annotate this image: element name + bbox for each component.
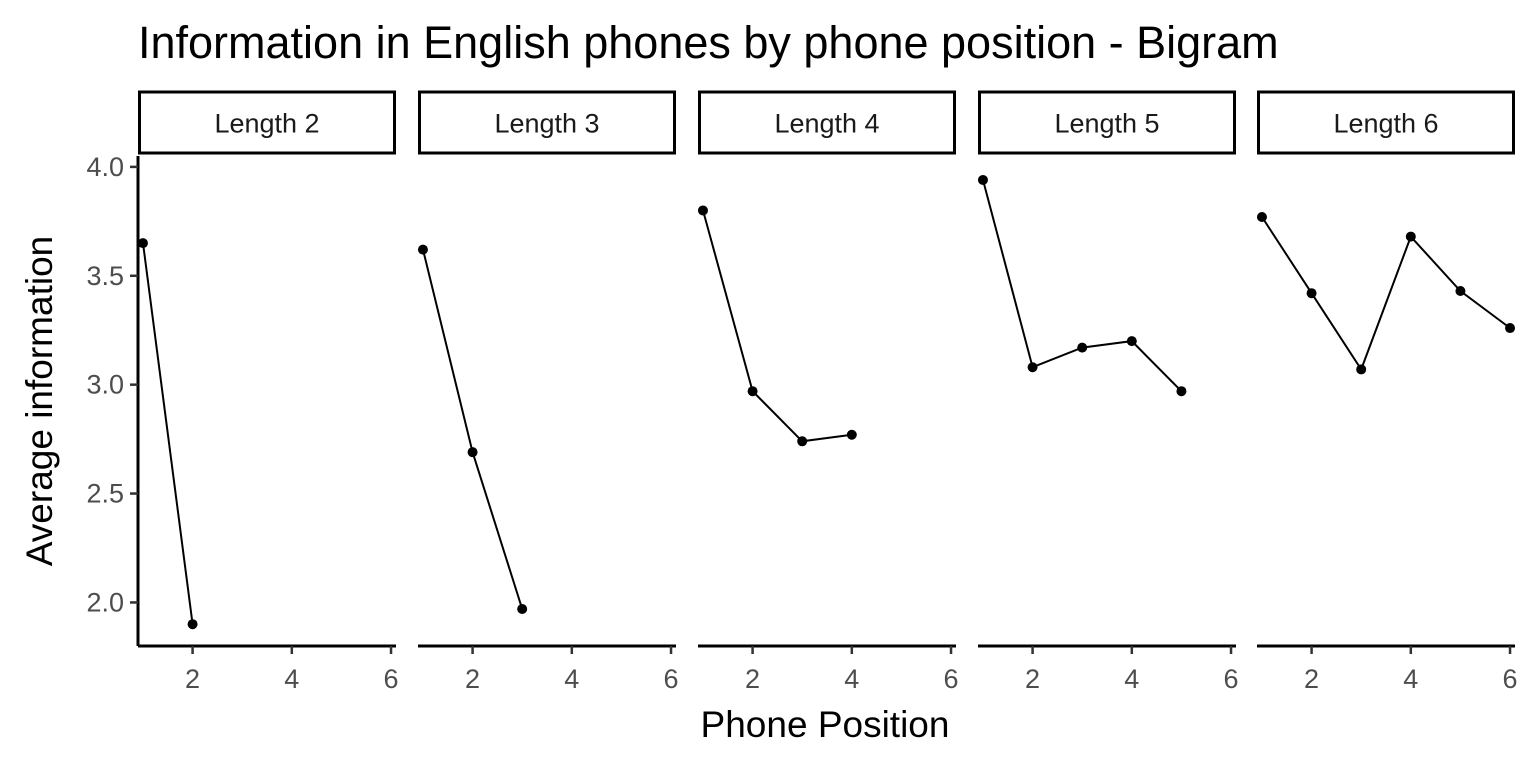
facet-strip [978,90,1236,155]
data-point [846,429,857,440]
x-tick-label: 2 [745,664,760,694]
data-point [1027,362,1038,373]
x-tick-label: 6 [664,664,679,694]
y-tick-label: 3.5 [86,261,124,291]
data-point [1356,364,1367,375]
x-tick-label: 2 [1304,664,1319,694]
x-tick-label: 2 [185,664,200,694]
y-tick-label: 4.0 [86,152,124,182]
facet-panel: Length 4 2 4 6 [697,90,959,694]
series-line [982,179,1183,392]
data-point [797,436,808,447]
facet-panel: Length 2 2 4 6 [137,90,399,694]
facet-strip [418,90,676,155]
data-point [1176,386,1187,397]
facet-strip-label: Length 5 [1054,109,1159,139]
data-point [1405,231,1416,242]
data-point [1455,286,1466,297]
facet-strip [1257,90,1515,155]
data-point [697,205,708,216]
x-tick-label: 4 [844,664,859,694]
y-tick-label: 2.5 [86,479,124,509]
facet-strip [138,90,396,155]
data-point [517,603,528,614]
x-tick-label: 6 [944,664,959,694]
x-tick-label: 4 [1124,664,1139,694]
data-point [417,244,428,255]
series-line [1261,216,1511,372]
facet-strip [698,90,956,155]
series-line [422,249,524,610]
data-point [1256,211,1267,222]
x-tick-label: 4 [564,664,579,694]
y-axis: 2.0 2.5 3.0 3.5 4.0 [86,152,140,646]
x-tick-label: 4 [1403,664,1418,694]
x-axis-title: Phone Position [701,704,950,745]
x-tick-label: 2 [1025,664,1040,694]
facet-strip-label: Length 2 [214,109,319,139]
series-line [142,242,194,625]
facet-strip-label: Length 6 [1333,109,1438,139]
chart-title: Information in English phones by phone p… [138,17,1279,68]
data-point [1306,288,1317,299]
data-point [467,447,478,458]
data-point [1126,336,1137,347]
x-tick-label: 6 [1224,664,1239,694]
x-tick-label: 2 [465,664,480,694]
y-tick-label: 2.0 [86,587,124,617]
facet-strip-label: Length 3 [494,109,599,139]
data-point [137,238,148,249]
facet-panel: Length 6 2 4 6 [1256,90,1518,694]
data-point [1077,342,1088,353]
x-tick-label: 4 [284,664,299,694]
series-line [702,210,852,443]
data-point [187,619,198,630]
facet-panel: Length 3 2 4 6 [417,90,679,694]
x-tick-label: 6 [1503,664,1518,694]
facet-strip-label: Length 4 [774,109,879,139]
y-tick-label: 3.0 [86,370,124,400]
y-axis-title: Average information [19,236,60,566]
data-point [1505,323,1516,334]
data-point [747,386,758,397]
facet-panel: Length 5 2 4 6 [977,90,1239,694]
data-point [977,174,988,185]
x-tick-label: 6 [384,664,399,694]
